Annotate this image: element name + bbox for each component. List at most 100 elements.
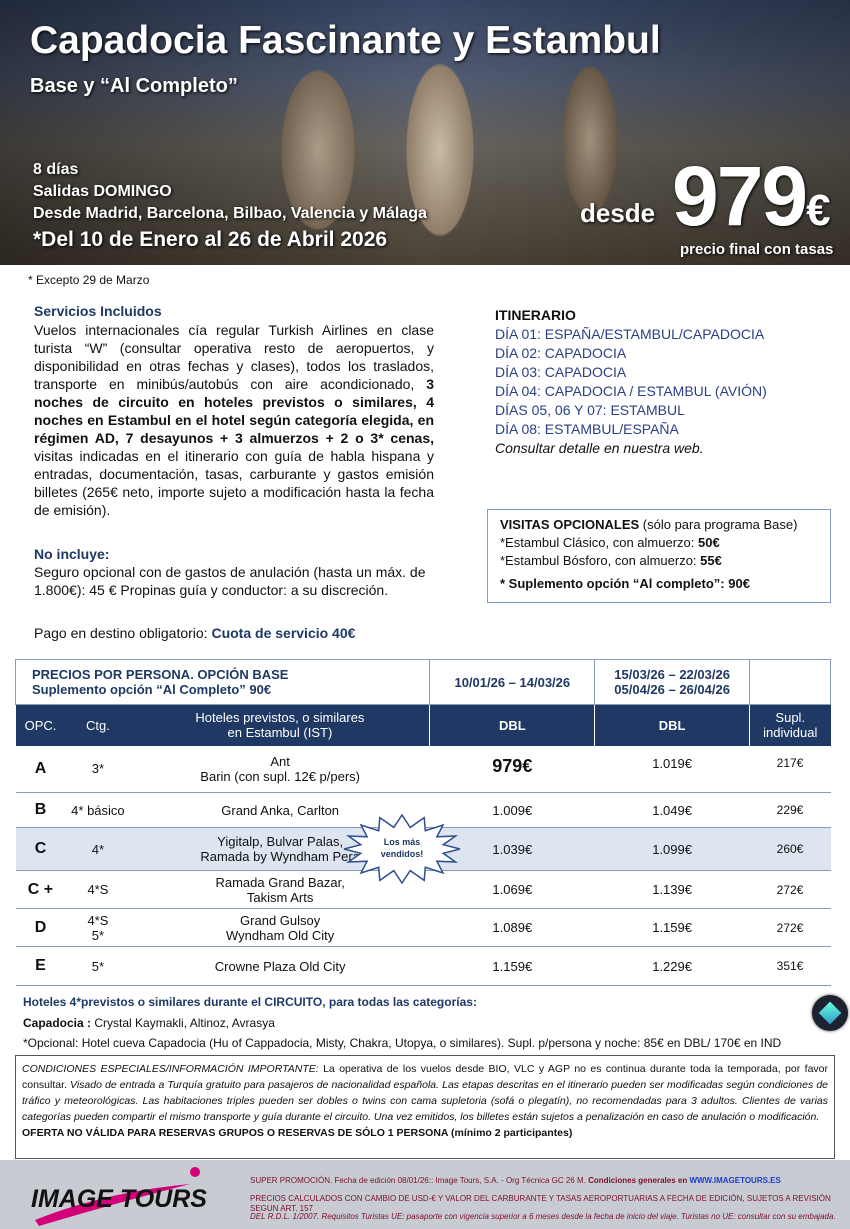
itinerary-day: DÍAS 05, 06 Y 07: ESTAMBUL	[495, 402, 685, 418]
period-2: 15/03/26 – 22/03/26 05/04/26 – 26/04/26	[594, 659, 750, 705]
col-supl-1: Supl.	[775, 710, 806, 726]
category: 4* básico	[65, 792, 131, 828]
itinerary-day: DÍA 04: CAPADOCIA / ESTAMBUL (AVIÓN)	[495, 383, 767, 399]
col-dbl-1: DBL	[429, 704, 595, 746]
cap-hotels: Crystal Kaymakli, Altinoz, Avrasya	[94, 1016, 275, 1030]
floating-app-icon[interactable]	[812, 995, 848, 1031]
circuit-cappadocia: Capadocia : Crystal Kaymakli, Altinoz, A…	[23, 1016, 275, 1030]
price-period-2: 1.159€	[594, 908, 750, 947]
badge-text: Los más vendidos!	[381, 837, 424, 859]
col-ctg: Ctg.	[65, 704, 131, 746]
services-bold: 3 noches de circuito en hoteles previsto…	[34, 376, 434, 446]
footer-line-3: DEL R.D.L. 1/2007. Requisitos Turistas U…	[250, 1212, 836, 1221]
conditions-warning: OFERTA NO VÁLIDA PARA RESERVAS GRUPOS O …	[22, 1127, 573, 1139]
logo-text: IMAGE TOURS	[31, 1185, 207, 1213]
price-period-2: 1.229€	[594, 946, 750, 986]
price-period-1: 1.159€	[429, 946, 595, 986]
conditions-lead: CONDICIONES ESPECIALES/INFORMACIÓN IMPOR…	[22, 1063, 319, 1075]
travel-dates: *Del 10 de Enero al 26 de Abril 2026	[33, 228, 388, 251]
price-period-2: 1.049€	[594, 792, 750, 828]
footer: IMAGE TOURS SUPER PROMOCIÓN. Fecha de ed…	[0, 1160, 850, 1229]
image-tours-logo: IMAGE TOURS	[31, 1167, 207, 1226]
col-supl: Supl. individual	[749, 704, 831, 746]
itinerary-note: Consultar detalle en nuestra web.	[495, 440, 704, 456]
circuit-optional: *Opcional: Hotel cueva Capadocia (Hu of …	[23, 1036, 782, 1050]
optional-supplement: * Suplemento opción “Al completo”: 90€	[500, 576, 750, 591]
option-code: D	[15, 908, 66, 947]
table-title-2: Suplemento opción “Al Completo” 90€	[32, 682, 272, 697]
hotel-name: Ramada Grand Bazar,	[215, 874, 345, 890]
price-period-2: 1.139€	[594, 870, 750, 909]
price-period-1: 1.009€	[429, 792, 595, 828]
col-opc: OPC.	[15, 704, 66, 746]
table-row: D 4*S 5* Grand Gulsoy Wyndham Old City 1.089…	[15, 908, 831, 947]
hotel-name: Crowne Plaza Old City	[214, 958, 346, 974]
category: 3*	[65, 745, 131, 793]
itinerary-day: DÍA 02: CAPADOCIA	[495, 345, 627, 361]
payment-note: Pago en destino obligatorio: Cuota de se…	[34, 624, 434, 642]
hotels: Grand Gulsoy Wyndham Old City	[130, 908, 430, 947]
services-text: Vuelos internacionales cía regular Turki…	[34, 322, 434, 392]
price-period-2: 1.099€	[594, 827, 750, 871]
price-period-1: 1.069€	[429, 870, 595, 909]
conditions-text: La operativa de los vuelos desde BIO, VL…	[22, 1063, 828, 1091]
itinerary-day: DÍA 08: ESTAMBUL/ESPAÑA	[495, 421, 679, 437]
payment-value: Cuota de servicio 40€	[211, 625, 356, 641]
services-section: Servicios Incluidos Vuelos internacional…	[34, 302, 434, 519]
itinerary-heading: ITINERARIO	[495, 307, 576, 323]
category: 4*S 5*	[65, 908, 131, 947]
itinerary: ITINERARIO DÍA 01: ESPAÑA/ESTAMBUL/CAPAD…	[495, 306, 767, 458]
except-note: * Excepto 29 de Marzo	[28, 273, 150, 287]
empty-header-cell	[749, 659, 831, 705]
optional-item: *Estambul Clásico, con almuerzo: 50€	[500, 534, 818, 552]
from-label: desde	[580, 198, 656, 228]
optional-heading: VISITAS OPCIONALES	[500, 517, 640, 532]
table-row: E 5* Crowne Plaza Old City 1.159€ 1.229€ 351€	[15, 946, 831, 986]
duration: 8 días	[33, 161, 79, 178]
hotel-name: Wyndham Old City	[226, 927, 335, 943]
col-dbl-2: DBL	[594, 704, 750, 746]
departures: Salidas DOMINGO	[33, 183, 172, 200]
conditions-italic: Visado de entrada a Turquía gratuito par…	[22, 1079, 828, 1123]
option-code: B	[15, 792, 66, 828]
footer-edition: SUPER PROMOCIÓN. Fecha de edición 08/01/…	[250, 1176, 589, 1185]
single-supplement: 351€	[749, 946, 831, 986]
period-1: 10/01/26 – 14/03/26	[429, 659, 596, 705]
option-code: E	[15, 946, 66, 986]
currency: €	[806, 186, 831, 235]
table-row: A 3* Ant Barin (con supl. 12€ p/pers) 979€ 1.…	[15, 745, 831, 793]
optional-heading-note: (sólo para programa Base)	[639, 517, 798, 532]
single-supplement: 260€	[749, 827, 831, 871]
diamond-icon	[818, 1001, 842, 1025]
hero-shade	[0, 0, 850, 265]
optional-item-label: *Estambul Bósforo, con almuerzo:	[500, 553, 701, 568]
price-period-1: 1.089€	[429, 908, 595, 947]
optional-visits-box: VISITAS OPCIONALES (sólo para programa B…	[487, 509, 831, 603]
period-2b: 05/04/26 – 26/04/26	[614, 682, 730, 697]
hotel-name: Ramada by Wyndham Pera	[200, 849, 360, 864]
option-code: A	[15, 745, 66, 793]
col-hotels: Hoteles previstos, o similares en Estambu…	[130, 704, 430, 746]
best-seller-badge: Los más vendidos!	[343, 814, 461, 884]
services-heading: Servicios Incluidos	[34, 303, 162, 319]
payment-label: Pago en destino obligatorio:	[34, 625, 212, 641]
hotel-name: Barin (con supl. 12€ p/pers)	[200, 768, 360, 784]
price: 979€	[672, 154, 831, 253]
table-row: C +4*S Ramada Grand Bazar, Takism Arts 1.06…	[15, 870, 831, 909]
table-title-1: PRECIOS POR PERSONA. OPCIÓN BASE	[32, 667, 289, 682]
price-period-2: 1.019€	[594, 745, 750, 793]
cap-label: Capadocia :	[23, 1016, 95, 1030]
website-link[interactable]: WWW.IMAGETOURS.ES	[689, 1176, 781, 1185]
hero-banner: Capadocia Fascinante y Estambul Base y “…	[0, 0, 850, 265]
optional-item: *Estambul Bósforo, con almuerzo: 55€	[500, 552, 818, 570]
hotel-name: Ant	[270, 753, 290, 769]
single-supplement: 272€	[749, 870, 831, 909]
optional-item-label: *Estambul Clásico, con almuerzo:	[500, 535, 698, 550]
option-code: C +	[15, 870, 66, 909]
single-supplement: 229€	[749, 792, 831, 828]
hotel-name: Takism Arts	[246, 889, 314, 905]
page-title: Capadocia Fascinante y Estambul	[30, 19, 661, 62]
itinerary-day: DÍA 01: ESPAÑA/ESTAMBUL/CAPADOCIA	[495, 326, 765, 342]
subtitle: Base y “Al Completo”	[30, 75, 238, 97]
hotels: Ant Barin (con supl. 12€ p/pers)	[130, 745, 430, 793]
